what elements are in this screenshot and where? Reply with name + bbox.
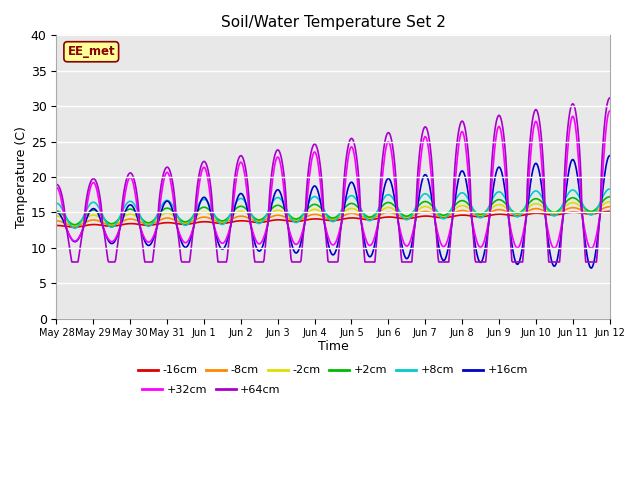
Title: Soil/Water Temperature Set 2: Soil/Water Temperature Set 2 xyxy=(221,15,445,30)
Y-axis label: Temperature (C): Temperature (C) xyxy=(15,126,28,228)
Text: EE_met: EE_met xyxy=(67,45,115,58)
Legend: +32cm, +64cm: +32cm, +64cm xyxy=(138,381,285,400)
X-axis label: Time: Time xyxy=(317,340,348,353)
